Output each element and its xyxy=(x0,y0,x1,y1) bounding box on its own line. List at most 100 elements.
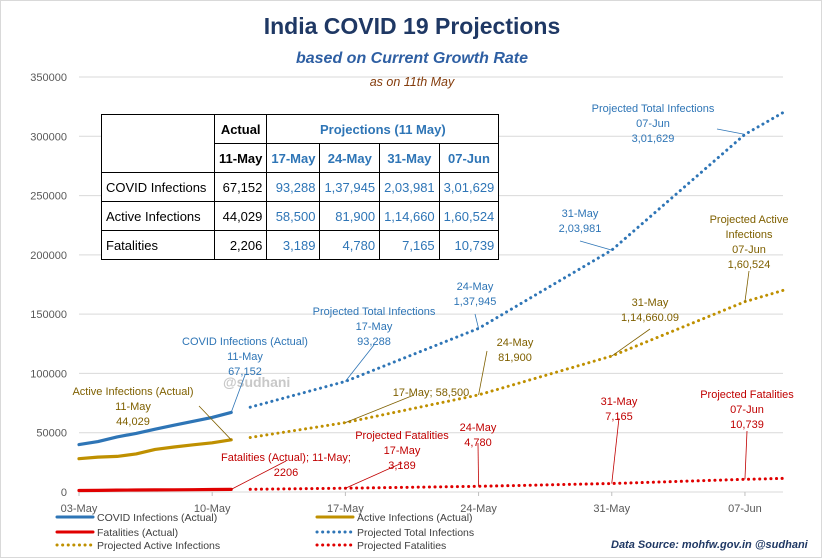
y-tick-label: 100000 xyxy=(30,368,67,380)
table-header-row: Actual Projections (11 May) xyxy=(101,114,500,144)
watermark: @sudhani xyxy=(223,374,290,390)
projected-value: 58,500 xyxy=(266,201,321,231)
projected-value: 4,780 xyxy=(319,230,381,260)
annotation-label: 2206 xyxy=(274,467,298,479)
annotation-label: 81,900 xyxy=(498,352,532,364)
x-tick-label: 07-Jun xyxy=(728,503,762,515)
annotation-leader xyxy=(744,430,748,480)
annotation-label: 11-May xyxy=(115,401,151,413)
projected-value: 81,900 xyxy=(319,201,381,231)
chart-subtitle: based on Current Growth Rate xyxy=(295,50,529,67)
y-tick-label: 150000 xyxy=(30,309,67,321)
annotation-label: 07-Jun xyxy=(732,244,766,256)
y-tick-label: 350000 xyxy=(30,72,67,84)
projected-value: 3,01,629 xyxy=(438,172,500,202)
table-corner-cell xyxy=(101,114,215,144)
annotation-label: 93,288 xyxy=(357,336,391,348)
projected-value: 3,189 xyxy=(266,230,321,260)
annotation-label: Projected Fatalities xyxy=(355,430,449,442)
projected-value: 1,14,660 xyxy=(379,201,440,231)
as-of-date: as on 11th May xyxy=(369,75,455,89)
annotation-label: 07-Jun xyxy=(636,118,670,130)
annotation-label: 3,01,629 xyxy=(632,133,675,145)
row-label: COVID Infections xyxy=(101,172,215,202)
annotation-leader xyxy=(611,417,620,484)
x-tick-label: 10-May xyxy=(194,503,231,515)
annotation-leader xyxy=(230,374,246,413)
x-tick-label: 03-May xyxy=(61,503,98,515)
y-tick-label: 200000 xyxy=(30,250,67,262)
annotation-leader xyxy=(716,128,746,135)
legend-label: Projected Total Infections xyxy=(357,527,474,539)
series-line xyxy=(77,438,233,461)
table-row: COVID Infections 67,152 93,288 1,37,945 … xyxy=(101,172,500,202)
actual-value: 44,029 xyxy=(213,201,268,231)
annotation-label: Fatalities (Actual); 11-May; xyxy=(221,452,351,464)
x-tick-label: 31-May xyxy=(593,503,630,515)
legend-label: COVID Infections (Actual) xyxy=(97,512,217,524)
annotation-leader xyxy=(198,405,232,441)
row-label: Fatalities xyxy=(101,230,215,260)
annotation-leader xyxy=(611,328,651,357)
summary-table: Actual Projections (11 May) 11-May 17-Ma… xyxy=(101,114,500,260)
annotation-label: 24-May xyxy=(457,281,494,293)
annotation-label: 10,739 xyxy=(730,419,764,431)
row-label: Active Infections xyxy=(101,201,215,231)
annotation-label: 31-May xyxy=(601,396,638,408)
legend-label: Active Infections (Actual) xyxy=(357,512,473,524)
series-line xyxy=(248,288,785,439)
x-tick-label: 24-May xyxy=(460,503,497,515)
projected-value: 1,60,524 xyxy=(438,201,500,231)
y-tick-label: 300000 xyxy=(30,131,67,143)
annotation-label: 7,165 xyxy=(605,411,633,423)
annotation-label: 07-Jun xyxy=(730,404,764,416)
projected-value: 1,37,945 xyxy=(319,172,381,202)
annotation-leader xyxy=(345,344,375,382)
annotation-label: 31-May xyxy=(562,208,599,220)
projection-date-header: 07-Jun xyxy=(438,143,500,173)
actual-value: 67,152 xyxy=(213,172,268,202)
actual-header: Actual xyxy=(213,114,268,144)
annotation-label: 31-May xyxy=(632,297,669,309)
table-row: Fatalities 2,206 3,189 4,780 7,165 10,73… xyxy=(101,230,500,260)
annotation-label: 3,189 xyxy=(388,460,416,472)
annotation-label: 4,780 xyxy=(464,437,492,449)
projected-value: 2,03,981 xyxy=(379,172,440,202)
annotation-label: Projected Total Infections xyxy=(313,306,436,318)
annotation-leader xyxy=(474,313,479,329)
annotation-label: Projected Total Infections xyxy=(592,103,715,115)
table-corner-cell xyxy=(101,143,215,173)
annotation-label: Projected Fatalities xyxy=(700,389,794,401)
annotation-label: 24-May xyxy=(460,422,497,434)
annotation-leader xyxy=(345,462,403,489)
annotation-label: 11-May xyxy=(227,351,263,363)
annotation-label: 44,029 xyxy=(116,416,150,428)
y-tick-label: 0 xyxy=(61,487,67,499)
annotation-leader xyxy=(345,394,415,424)
annotation-label: Active Infections (Actual) xyxy=(72,386,193,398)
legend-label: Fatalities (Actual) xyxy=(97,527,178,539)
annotation-leader xyxy=(579,240,612,251)
annotation-leader xyxy=(231,460,287,490)
data-source-note: Data Source: mohfw.gov.in @sudhani xyxy=(611,539,808,551)
series-line xyxy=(248,111,785,409)
annotation-leader xyxy=(477,442,479,487)
series-line xyxy=(77,487,233,493)
y-tick-label: 50000 xyxy=(36,428,67,440)
annotation-leader xyxy=(478,350,488,395)
x-tick-label: 17-May xyxy=(327,503,364,515)
chart-title: India COVID 19 Projections xyxy=(263,13,561,39)
legend-label: Projected Active Infections xyxy=(97,540,220,552)
annotation-label: 2,03,981 xyxy=(559,223,602,235)
table-row: Active Infections 44,029 58,500 81,900 1… xyxy=(101,201,500,231)
annotation-label: 1,37,945 xyxy=(454,296,497,308)
annotation-label: COVID Infections (Actual) xyxy=(182,336,308,348)
annotation-label: Infections xyxy=(725,229,773,241)
annotation-label: 67,152 xyxy=(228,366,262,378)
legend-label: Projected Fatalities xyxy=(357,540,446,552)
actual-value: 2,206 xyxy=(213,230,268,260)
projection-date-header: 24-May xyxy=(319,143,381,173)
projected-value: 7,165 xyxy=(379,230,440,260)
projection-date-header: 31-May xyxy=(379,143,440,173)
